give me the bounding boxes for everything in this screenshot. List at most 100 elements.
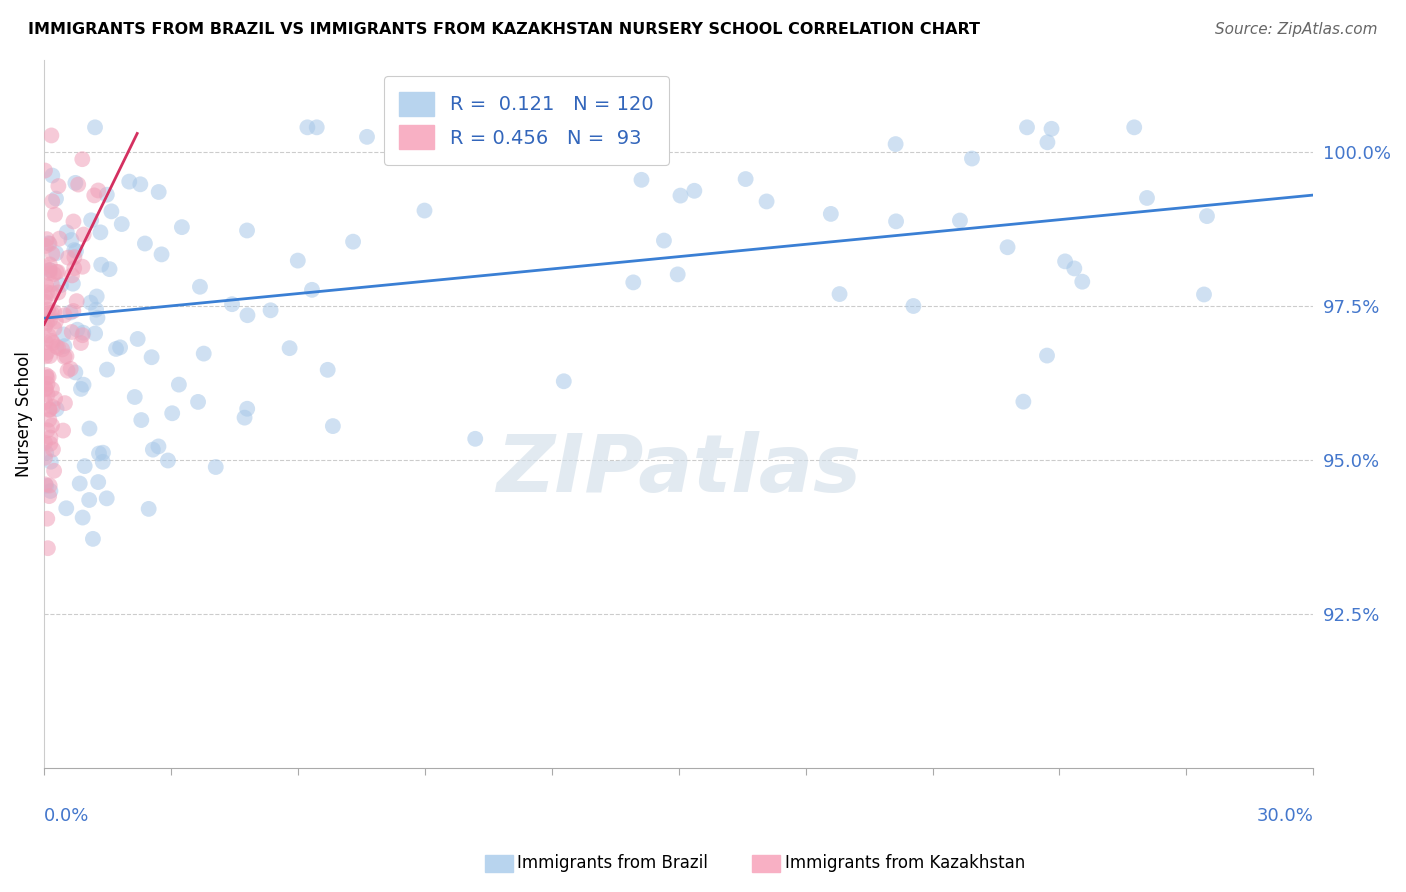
Point xyxy=(46,265,69,279)
Point xyxy=(41,247,63,261)
Point xyxy=(236,401,259,416)
Point xyxy=(1036,136,1059,150)
Point xyxy=(828,287,851,301)
Point xyxy=(37,285,59,300)
Point xyxy=(118,175,141,189)
Point xyxy=(45,314,67,328)
Point xyxy=(35,446,58,460)
Point xyxy=(630,173,652,187)
Point xyxy=(72,260,94,274)
Point xyxy=(683,184,706,198)
Point xyxy=(84,120,107,135)
Point xyxy=(83,188,105,202)
Point xyxy=(34,450,56,465)
Point xyxy=(84,302,107,317)
Point xyxy=(41,169,63,183)
Point xyxy=(34,294,56,309)
Point xyxy=(1015,120,1038,135)
Point xyxy=(111,217,134,231)
Point xyxy=(105,342,128,356)
Point xyxy=(134,236,156,251)
Point xyxy=(221,297,243,311)
Point xyxy=(734,172,756,186)
Point xyxy=(52,327,75,342)
Point xyxy=(35,370,58,384)
Point xyxy=(44,208,66,222)
Point xyxy=(55,501,77,516)
Point xyxy=(80,213,103,227)
Point xyxy=(142,442,165,457)
Point xyxy=(56,251,79,265)
Point xyxy=(39,431,62,445)
Point xyxy=(35,239,58,253)
Point xyxy=(41,128,63,143)
Point xyxy=(316,363,339,377)
Point xyxy=(65,244,87,258)
Point xyxy=(82,532,104,546)
Text: ZIPatlas: ZIPatlas xyxy=(496,432,862,509)
Point xyxy=(72,152,94,166)
Point xyxy=(37,541,59,556)
Point xyxy=(41,400,63,414)
Point xyxy=(233,410,256,425)
Point xyxy=(98,262,121,277)
Point xyxy=(35,232,58,246)
Point xyxy=(38,369,60,384)
Point xyxy=(60,233,83,247)
Point xyxy=(39,312,62,326)
Point xyxy=(413,203,436,218)
Point xyxy=(342,235,364,249)
Point xyxy=(34,435,56,450)
Point xyxy=(949,213,972,227)
Point xyxy=(67,178,90,192)
Point xyxy=(322,419,344,434)
Point xyxy=(38,412,60,426)
Point xyxy=(150,247,173,261)
Point xyxy=(156,453,179,467)
Point xyxy=(129,178,152,192)
Point xyxy=(41,194,63,209)
Point xyxy=(170,220,193,235)
Point xyxy=(39,436,62,450)
Point xyxy=(755,194,778,209)
Point xyxy=(42,267,65,281)
Point xyxy=(38,478,60,492)
Point xyxy=(70,382,93,396)
Point xyxy=(35,479,58,493)
Point xyxy=(34,290,56,304)
Point xyxy=(53,308,76,322)
Point xyxy=(1012,394,1035,409)
Point xyxy=(72,377,94,392)
Point xyxy=(41,382,63,396)
Point xyxy=(96,491,118,506)
Point xyxy=(138,501,160,516)
Point xyxy=(35,316,58,330)
Text: Immigrants from Brazil: Immigrants from Brazil xyxy=(517,855,709,872)
Point xyxy=(35,278,58,293)
Point xyxy=(44,321,66,335)
Point xyxy=(652,234,675,248)
Point xyxy=(45,246,67,260)
Point xyxy=(41,286,63,301)
Point xyxy=(91,446,114,460)
Point xyxy=(1192,287,1215,301)
Point xyxy=(160,406,183,420)
Point xyxy=(86,310,108,325)
Point xyxy=(38,349,60,363)
Point xyxy=(96,187,118,202)
Point xyxy=(53,396,76,410)
Point xyxy=(124,390,146,404)
Point xyxy=(38,257,60,271)
Point xyxy=(73,459,96,474)
Point xyxy=(42,336,65,351)
Point xyxy=(301,283,323,297)
Point xyxy=(34,334,56,349)
Point xyxy=(72,510,94,524)
Point xyxy=(356,129,378,144)
Point xyxy=(96,362,118,376)
Point xyxy=(129,413,152,427)
Text: IMMIGRANTS FROM BRAZIL VS IMMIGRANTS FROM KAZAKHSTAN NURSERY SCHOOL CORRELATION : IMMIGRANTS FROM BRAZIL VS IMMIGRANTS FRO… xyxy=(28,22,980,37)
Point xyxy=(884,137,907,152)
Point xyxy=(1063,261,1085,276)
Point xyxy=(148,439,170,453)
